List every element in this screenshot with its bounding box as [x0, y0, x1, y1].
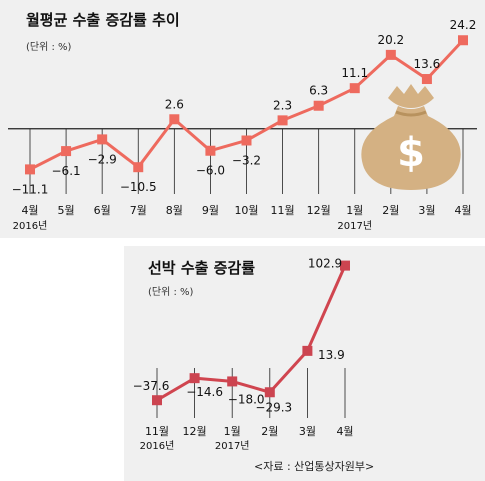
- x-tick-label: 7월: [130, 204, 147, 217]
- x-tick-label: 1월: [224, 425, 241, 438]
- data-point: [205, 145, 216, 156]
- data-point: [385, 49, 396, 60]
- data-label: −2.9: [88, 152, 117, 166]
- data-label: 11.1: [341, 66, 368, 80]
- x-tick-label: 4월: [454, 204, 471, 217]
- year-label: 2016년: [13, 220, 48, 232]
- data-point: [61, 146, 72, 157]
- data-point: [241, 135, 252, 146]
- data-point: [227, 376, 238, 387]
- x-tick-label: 2월: [261, 425, 278, 438]
- data-label: 102.9: [308, 257, 342, 271]
- data-label: −29.3: [255, 400, 292, 414]
- data-label: −6.0: [196, 164, 225, 178]
- data-label: 13.6: [414, 57, 441, 71]
- year-label: 2016년: [140, 440, 175, 452]
- series-line: [156, 264, 347, 402]
- data-point: [340, 260, 350, 271]
- line-chart-svg: 11월 12월 1월 2월 3월 4월 2016년 2017년 −37.6 −14.6 −18.0−…: [133, 257, 354, 452]
- x-tick-label: 4월: [336, 425, 353, 438]
- data-label: 24.2: [450, 18, 477, 32]
- year-label: 2017년: [215, 440, 250, 452]
- x-tick-label: 9월: [202, 204, 219, 217]
- data-label: 13.9: [318, 348, 345, 362]
- source-note: <자료 : 산업통상자원부>: [254, 460, 375, 473]
- year-label: 2017년: [337, 220, 372, 232]
- data-point: [349, 83, 360, 94]
- x-tick-label: 11월: [145, 425, 169, 438]
- x-tick-label: 11월: [271, 204, 295, 217]
- data-point: [133, 162, 144, 173]
- data-label: −14.6: [186, 385, 223, 399]
- x-tick-label: 3월: [418, 204, 435, 217]
- x-tick-label: 5월: [58, 204, 75, 217]
- data-label: 20.2: [377, 33, 404, 47]
- x-tick-label: 8월: [166, 204, 183, 217]
- data-point: [25, 164, 35, 175]
- money-bag-icon: $: [361, 84, 461, 190]
- chart-title: 선박 수출 증감률: [148, 259, 256, 277]
- x-tick-label: 2월: [382, 204, 399, 217]
- unit-label: (단위 : %): [26, 42, 72, 53]
- data-point: [152, 395, 162, 406]
- x-tick-label: 3월: [299, 425, 316, 438]
- data-point: [458, 35, 468, 46]
- data-point: [277, 115, 288, 126]
- data-point: [313, 100, 324, 111]
- data-point: [421, 74, 432, 85]
- data-label: −6.1: [52, 164, 81, 178]
- data-label: 2.3: [273, 98, 292, 112]
- unit-label: (단위 : %): [148, 287, 194, 298]
- data-point: [189, 373, 200, 384]
- ship-export-chart: 선박 수출 증감률 (단위 : %) 11월 12월 1월 2월 3월 4월 2016년 20…: [124, 246, 485, 481]
- data-point: [169, 114, 180, 125]
- data-label: −18.0: [228, 392, 265, 406]
- data-label: −10.5: [120, 180, 157, 194]
- chart-title: 월평균 수출 증감률 추이: [26, 11, 180, 29]
- data-label: 2.6: [165, 97, 184, 111]
- data-point: [302, 345, 313, 356]
- x-tick-label: 10월: [234, 204, 258, 217]
- monthly-export-chart: 월평균 수출 증감률 추이 (단위 : %) 4월 5월 6월 7월 8월 9월 10월 11…: [0, 0, 485, 238]
- x-tick-label: 12월: [183, 425, 207, 438]
- line-chart-svg: 4월 5월 6월 7월 8월 9월 10월 11월 12월 1월 2월 3월 4월 2016년 2017년 $…: [8, 18, 477, 232]
- x-tick-label: 12월: [307, 204, 331, 217]
- x-tick-label: 1월: [346, 204, 363, 217]
- data-label: −11.1: [12, 182, 49, 196]
- data-label: −3.2: [232, 153, 261, 167]
- x-tick-label: 4월: [21, 204, 38, 217]
- data-label: −37.6: [133, 379, 170, 393]
- data-label: 6.3: [309, 84, 328, 98]
- data-point: [97, 134, 108, 145]
- x-tick-label: 6월: [94, 204, 111, 217]
- dollar-sign-icon: $: [397, 130, 425, 176]
- data-point: [264, 387, 275, 398]
